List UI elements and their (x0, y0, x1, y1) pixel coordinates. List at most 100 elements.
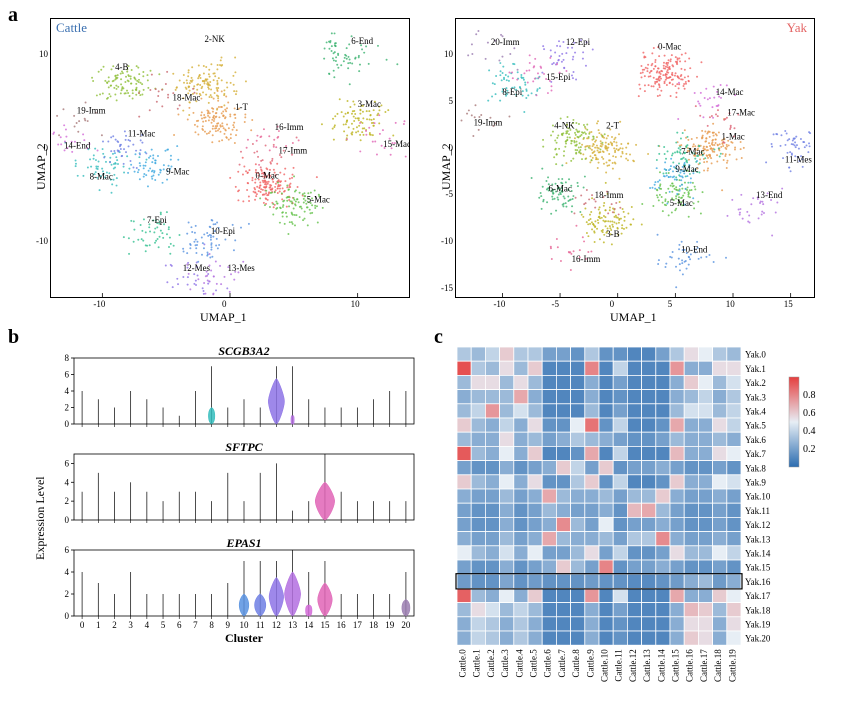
umap-yak-panel: 0-Mac1-Mac2-T3-B4-NK5-Mac6-Mac7-Mac8-Epi… (455, 18, 815, 298)
svg-text:0.6: 0.6 (803, 408, 816, 419)
svg-text:Yak.7: Yak.7 (745, 449, 766, 459)
svg-text:7-Epi: 7-Epi (147, 215, 167, 225)
svg-text:8: 8 (65, 353, 70, 363)
svg-text:18-Imm: 18-Imm (595, 190, 624, 200)
svg-text:4: 4 (65, 567, 70, 577)
svg-text:Yak.1: Yak.1 (745, 364, 766, 374)
svg-text:16: 16 (337, 620, 347, 630)
svg-text:Yak.18: Yak.18 (745, 605, 771, 615)
svg-text:15-Mac: 15-Mac (383, 139, 409, 149)
svg-text:0: 0 (80, 620, 85, 630)
svg-text:9-Mac: 9-Mac (675, 164, 698, 174)
svg-text:Yak.6: Yak.6 (745, 435, 766, 445)
svg-text:15-Epi: 15-Epi (546, 72, 571, 82)
umap-yak-xlabel: UMAP_1 (610, 310, 657, 325)
svg-text:Yak.14: Yak.14 (745, 548, 771, 558)
svg-text:Yak.0: Yak.0 (745, 350, 766, 360)
svg-text:19-Imm: 19-Imm (474, 118, 503, 128)
svg-text:Yak.12: Yak.12 (745, 520, 770, 530)
svg-text:17-Mac: 17-Mac (727, 107, 755, 117)
panel-label-c: c (434, 326, 443, 349)
svg-text:10-Epi: 10-Epi (211, 226, 236, 236)
svg-text:4: 4 (65, 386, 70, 396)
svg-text:8: 8 (209, 620, 214, 630)
svg-text:Cattle.18: Cattle.18 (713, 649, 723, 682)
svg-text:Cattle.19: Cattle.19 (727, 649, 737, 682)
svg-text:18: 18 (369, 620, 379, 630)
svg-text:0: 0 (65, 611, 70, 621)
svg-text:5-Mac: 5-Mac (670, 198, 693, 208)
svg-text:Cattle.15: Cattle.15 (671, 649, 681, 682)
svg-text:Cattle.1: Cattle.1 (472, 649, 482, 677)
svg-text:15: 15 (320, 620, 330, 630)
svg-text:20: 20 (401, 620, 411, 630)
svg-text:Cattle.9: Cattle.9 (585, 649, 595, 678)
svg-text:12-Mes: 12-Mes (183, 263, 211, 273)
svg-text:Cattle.6: Cattle.6 (543, 649, 553, 678)
svg-text:0.8: 0.8 (803, 390, 816, 401)
svg-text:10: 10 (240, 620, 250, 630)
umap-cattle-panel: 0-Mac1-T2-NK3-Mac4-B5-Mac6-End7-Epi8-Mac… (50, 18, 410, 298)
svg-text:14-End: 14-End (64, 141, 91, 151)
svg-text:Yak.9: Yak.9 (745, 477, 766, 487)
svg-text:4: 4 (65, 477, 70, 487)
svg-text:3-B: 3-B (606, 229, 619, 239)
svg-text:EPAS1: EPAS1 (225, 536, 261, 550)
svg-text:13-Mes: 13-Mes (227, 263, 255, 273)
svg-text:0-Mac: 0-Mac (658, 42, 681, 52)
svg-text:Cattle.11: Cattle.11 (614, 649, 624, 681)
svg-text:Cattle.8: Cattle.8 (571, 649, 581, 678)
umap-cattle-svg: 0-Mac1-T2-NK3-Mac4-B5-Mac6-End7-Epi8-Mac… (51, 19, 409, 297)
svg-text:Yak.20: Yak.20 (745, 634, 771, 644)
svg-text:8-Epi: 8-Epi (502, 87, 522, 97)
svg-text:Yak.13: Yak.13 (745, 534, 771, 544)
violin-ylabel: Expression Level (33, 476, 48, 560)
svg-text:Cattle.7: Cattle.7 (557, 649, 567, 678)
svg-text:SFTPC: SFTPC (225, 440, 263, 454)
svg-text:2: 2 (112, 620, 117, 630)
svg-text:Yak.10: Yak.10 (745, 492, 771, 502)
svg-text:Cattle.16: Cattle.16 (685, 649, 695, 682)
svg-text:1: 1 (96, 620, 101, 630)
svg-text:Yak.11: Yak.11 (745, 506, 770, 516)
svg-text:2-T: 2-T (606, 120, 619, 130)
svg-text:Cattle.4: Cattle.4 (514, 649, 524, 678)
svg-text:Cluster: Cluster (225, 631, 264, 645)
svg-text:11-Mes: 11-Mes (785, 155, 812, 165)
svg-text:2: 2 (65, 496, 70, 506)
svg-text:Cattle.10: Cattle.10 (600, 649, 610, 682)
svg-text:6: 6 (177, 620, 182, 630)
svg-text:7-Mac: 7-Mac (681, 146, 704, 156)
svg-text:Cattle.12: Cattle.12 (628, 649, 638, 682)
svg-text:Yak.8: Yak.8 (745, 463, 766, 473)
svg-text:Yak.16: Yak.16 (745, 577, 771, 587)
svg-text:6-Mac: 6-Mac (549, 183, 572, 193)
svg-text:Cattle.13: Cattle.13 (642, 649, 652, 682)
svg-text:1-T: 1-T (235, 102, 248, 112)
svg-text:13-End: 13-End (756, 190, 783, 200)
svg-text:16-Imm: 16-Imm (275, 122, 304, 132)
svg-text:6: 6 (65, 545, 70, 555)
svg-text:17-Imm: 17-Imm (279, 145, 308, 155)
svg-text:Cattle.3: Cattle.3 (500, 649, 510, 678)
svg-text:Cattle.14: Cattle.14 (656, 649, 666, 682)
svg-text:4: 4 (145, 620, 150, 630)
svg-text:Yak.19: Yak.19 (745, 619, 771, 629)
svg-text:5-Mac: 5-Mac (307, 194, 330, 204)
svg-text:13: 13 (288, 620, 298, 630)
svg-text:0.4: 0.4 (803, 426, 816, 437)
svg-text:3: 3 (128, 620, 133, 630)
svg-text:Cattle.2: Cattle.2 (486, 649, 496, 677)
umap-yak-title: Yak (787, 20, 807, 36)
svg-text:11: 11 (256, 620, 265, 630)
svg-text:2-NK: 2-NK (204, 34, 225, 44)
heatmap-svg: Yak.0Yak.1Yak.2Yak.3Yak.4Yak.5Yak.6Yak.7… (455, 345, 855, 695)
svg-text:9-Mac: 9-Mac (166, 167, 189, 177)
svg-text:6: 6 (65, 370, 70, 380)
svg-text:7: 7 (193, 620, 198, 630)
svg-text:Yak.3: Yak.3 (745, 392, 766, 402)
svg-text:10-End: 10-End (681, 245, 708, 255)
heatmap-panel: Yak.0Yak.1Yak.2Yak.3Yak.4Yak.5Yak.6Yak.7… (455, 345, 855, 695)
umap-cattle-title: Cattle (56, 20, 87, 36)
svg-text:0.2: 0.2 (803, 444, 816, 455)
